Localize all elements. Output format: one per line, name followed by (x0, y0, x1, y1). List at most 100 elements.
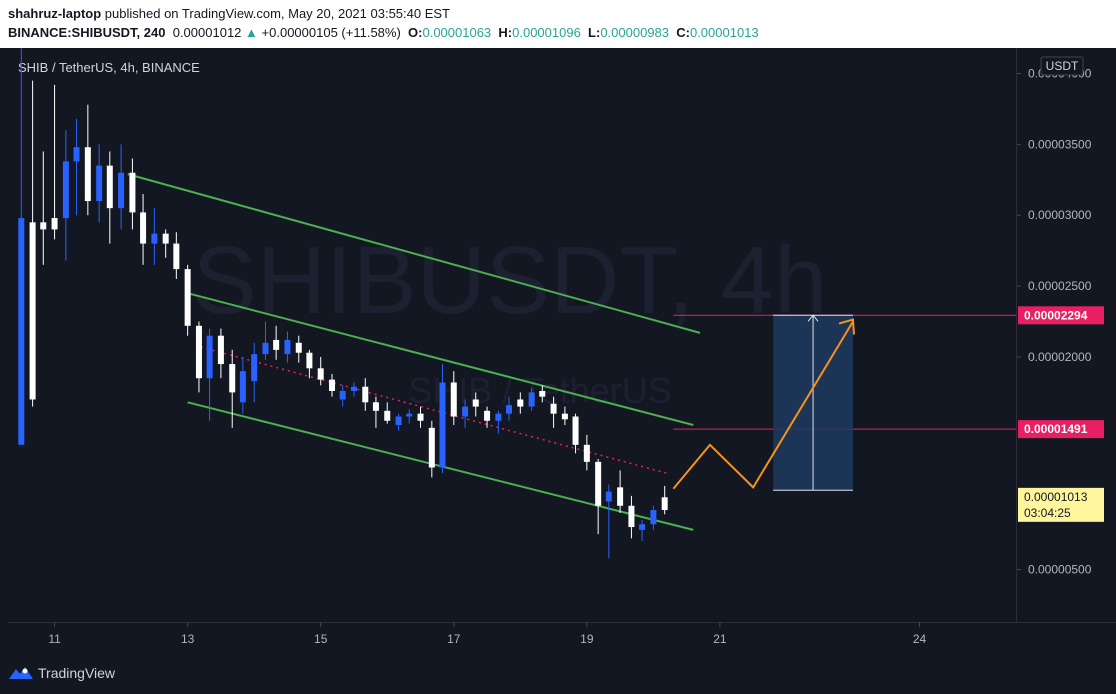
low-value: 0.00000983 (600, 25, 670, 40)
close-label: C: (676, 25, 690, 40)
candle-body[interactable] (428, 427, 435, 468)
candle-body[interactable] (295, 342, 302, 353)
currency-label: USDT (1046, 59, 1079, 73)
price-chart[interactable]: SHIBUSDT, 4h SHIB / TetherUS SHIB / Teth… (0, 48, 1116, 650)
projection-arrow-icon (838, 318, 855, 335)
candle-body[interactable] (40, 222, 47, 230)
candles-layer (18, 48, 668, 559)
candle-body[interactable] (450, 382, 457, 417)
candle-body[interactable] (96, 165, 103, 202)
current-price-badge (1018, 487, 1104, 522)
low-label: L: (588, 25, 601, 40)
candle-body[interactable] (595, 461, 602, 506)
candle-body[interactable] (18, 218, 25, 445)
candle-body[interactable] (118, 172, 125, 209)
candle-body[interactable] (51, 218, 58, 230)
candle-body[interactable] (417, 413, 424, 421)
candle-body[interactable] (184, 269, 191, 326)
candle-body[interactable] (239, 371, 246, 403)
candle-body[interactable] (251, 354, 258, 382)
candle-body[interactable] (195, 325, 202, 379)
tradingview-brand[interactable]: TradingView (38, 665, 116, 681)
tradingview-logo-icon[interactable] (8, 665, 34, 681)
candle-body[interactable] (506, 405, 513, 414)
candle-body[interactable] (395, 416, 402, 425)
publish-header: shahruz-laptop published on TradingView.… (0, 0, 1116, 48)
candle-body[interactable] (206, 335, 213, 379)
candle-body[interactable] (572, 416, 579, 445)
time-tick-label: 19 (580, 632, 594, 646)
close-value: 0.00001013 (689, 25, 759, 40)
candle-body[interactable] (495, 413, 502, 421)
time-tick-label: 11 (48, 632, 61, 646)
candle-body[interactable] (229, 364, 236, 393)
candle-body[interactable] (62, 161, 69, 219)
candle-body[interactable] (462, 406, 469, 417)
currency-badge[interactable] (1040, 56, 1084, 76)
symbol-label: BINANCE:SHIBUSDT, 240 (8, 25, 166, 40)
candle-body[interactable] (273, 339, 280, 350)
candle-body[interactable] (583, 444, 590, 462)
candle-body[interactable] (306, 352, 313, 369)
candle-body[interactable] (173, 243, 180, 270)
price-tick-label: 0.00002000 (1028, 350, 1092, 364)
watermark-sub: SHIB / TetherUS (408, 370, 671, 411)
candle-body[interactable] (439, 382, 446, 468)
candle-body[interactable] (372, 402, 379, 411)
candle-body[interactable] (639, 524, 646, 530)
countdown-label: 03:04:25 (1024, 506, 1071, 520)
candle-body[interactable] (262, 342, 269, 355)
candle-body[interactable] (106, 165, 113, 209)
candle-body[interactable] (339, 390, 346, 400)
high-label: H: (498, 25, 513, 40)
candle-body[interactable] (284, 339, 291, 355)
ohlc-legend: BINANCE:SHIBUSDT, 240 0.00001012 ▲ +0.00… (8, 25, 759, 40)
target-price-label-bg (1018, 306, 1104, 325)
candle-body[interactable] (151, 233, 158, 244)
candle-body[interactable] (650, 510, 657, 525)
candle-body[interactable] (350, 386, 357, 391)
candle-body[interactable] (539, 390, 546, 397)
candle-body[interactable] (406, 413, 413, 417)
candle-body[interactable] (384, 410, 391, 421)
candle-body[interactable] (140, 212, 147, 244)
candle-body[interactable] (162, 233, 169, 244)
price-tick-label: 0.00003500 (1028, 137, 1092, 151)
candle-body[interactable] (484, 410, 491, 421)
candle-body[interactable] (528, 392, 535, 407)
time-tick-label: 13 (181, 632, 195, 646)
open-label: O: (408, 25, 423, 40)
candle-body[interactable] (661, 497, 668, 511)
candle-body[interactable] (472, 399, 479, 407)
candle-body[interactable] (73, 147, 80, 162)
candle-body[interactable] (362, 386, 369, 403)
candle-body[interactable] (561, 413, 568, 420)
candle-body[interactable] (29, 222, 36, 400)
chart-background (0, 48, 1116, 650)
candle-body[interactable] (317, 368, 324, 380)
candle-body[interactable] (329, 379, 336, 391)
mid-price-label-bg (1018, 420, 1104, 439)
published-text: published on TradingView.com, May 20, 20… (104, 6, 451, 21)
candle-body[interactable] (628, 505, 635, 528)
time-tick-label: 24 (913, 632, 927, 646)
candle-body[interactable] (617, 487, 624, 506)
price-labels: 0.00002294 0.00001491 0.00001013 03:04:25 (1018, 306, 1104, 522)
price-tick-label: 0.00000500 (1028, 563, 1092, 577)
candle-body[interactable] (550, 403, 557, 414)
footer: TradingView (0, 650, 1116, 694)
open-value: 0.00001063 (422, 25, 492, 40)
mid-price-label: 0.00001491 (1024, 422, 1088, 436)
last-price: 0.00001012 (172, 25, 242, 40)
candle-body[interactable] (605, 491, 612, 502)
time-axis[interactable]: 11 13 15 17 19 21 24 (48, 622, 927, 646)
time-tick-label: 17 (447, 632, 461, 646)
author-name[interactable]: shahruz-laptop (8, 6, 102, 21)
publish-info: shahruz-laptop published on TradingView.… (8, 6, 450, 21)
candle-body[interactable] (217, 335, 224, 365)
candle-body[interactable] (517, 399, 524, 407)
candle-body[interactable] (129, 172, 136, 213)
channel-upper-line (127, 173, 701, 334)
candle-body[interactable] (84, 147, 91, 202)
chart-title: SHIB / TetherUS, 4h, BINANCE (18, 60, 200, 75)
